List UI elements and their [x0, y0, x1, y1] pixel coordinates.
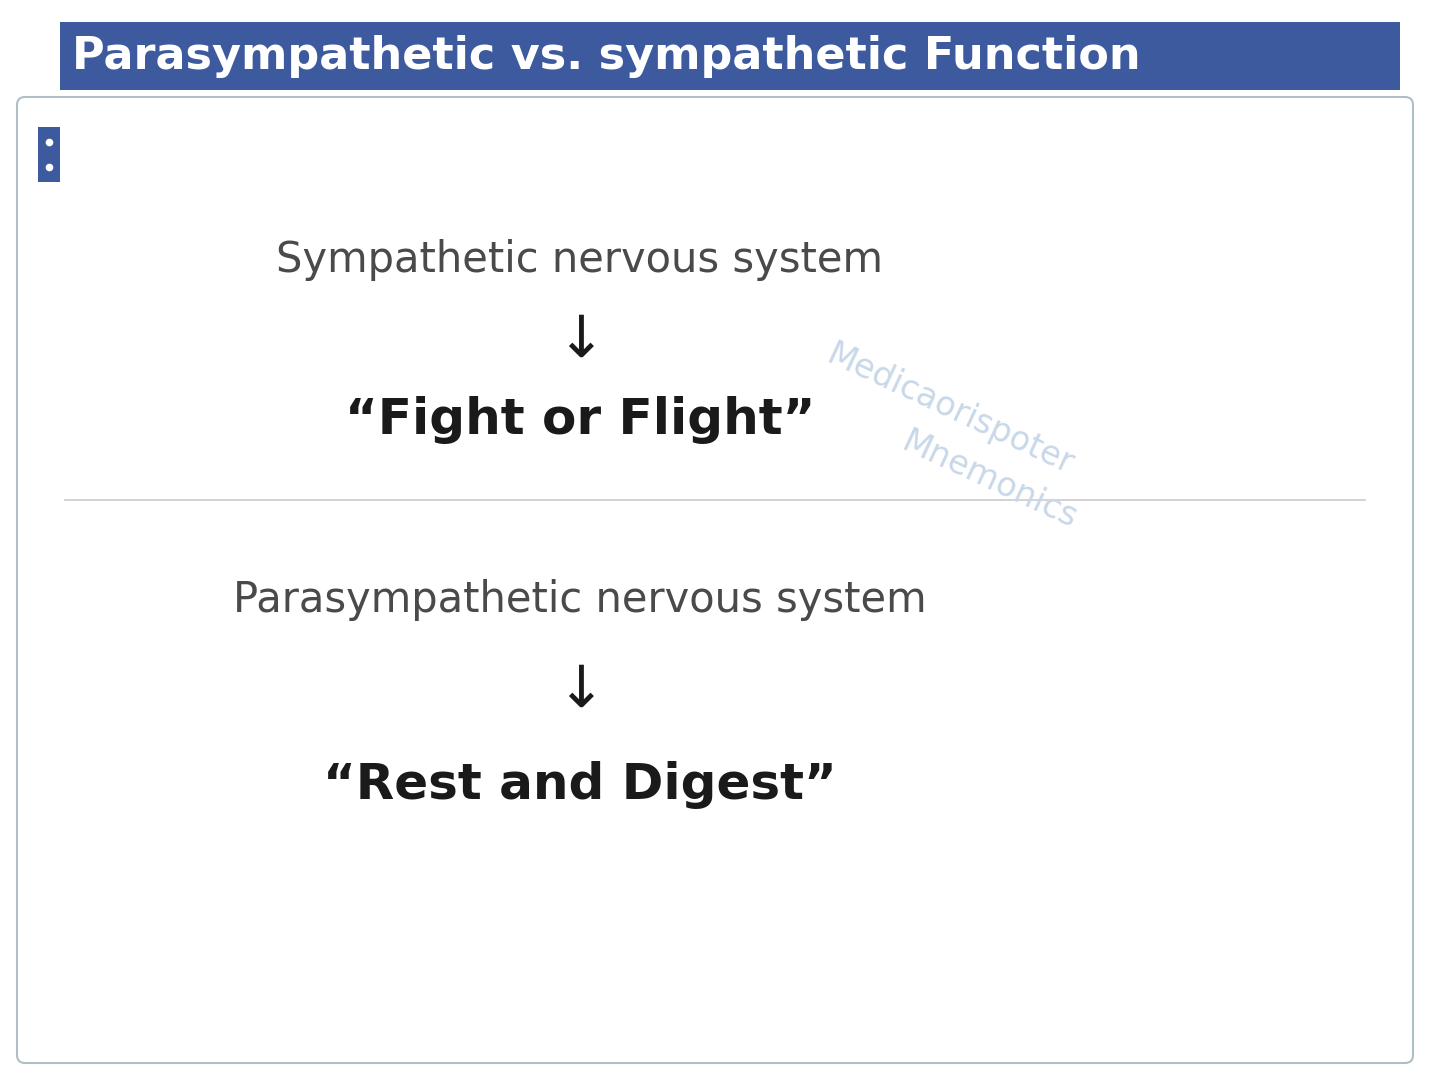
Text: Parasympathetic nervous system: Parasympathetic nervous system [234, 579, 926, 621]
Text: Sympathetic nervous system: Sympathetic nervous system [277, 239, 883, 281]
Text: Mnemonics: Mnemonics [898, 424, 1083, 535]
Bar [37, 127, 60, 183]
Text: “Fight or Flight”: “Fight or Flight” [344, 396, 815, 444]
FancyBboxPatch shape [17, 97, 1412, 1063]
Text: ↓: ↓ [555, 311, 605, 368]
Bar [60, 22, 1400, 90]
Text: ↓: ↓ [555, 661, 605, 718]
Text: “Rest and Digest”: “Rest and Digest” [323, 761, 837, 809]
Text: Medicaorispoter: Medicaorispoter [822, 338, 1078, 482]
Text: Parasympathetic vs. sympathetic Function: Parasympathetic vs. sympathetic Function [72, 35, 1140, 78]
